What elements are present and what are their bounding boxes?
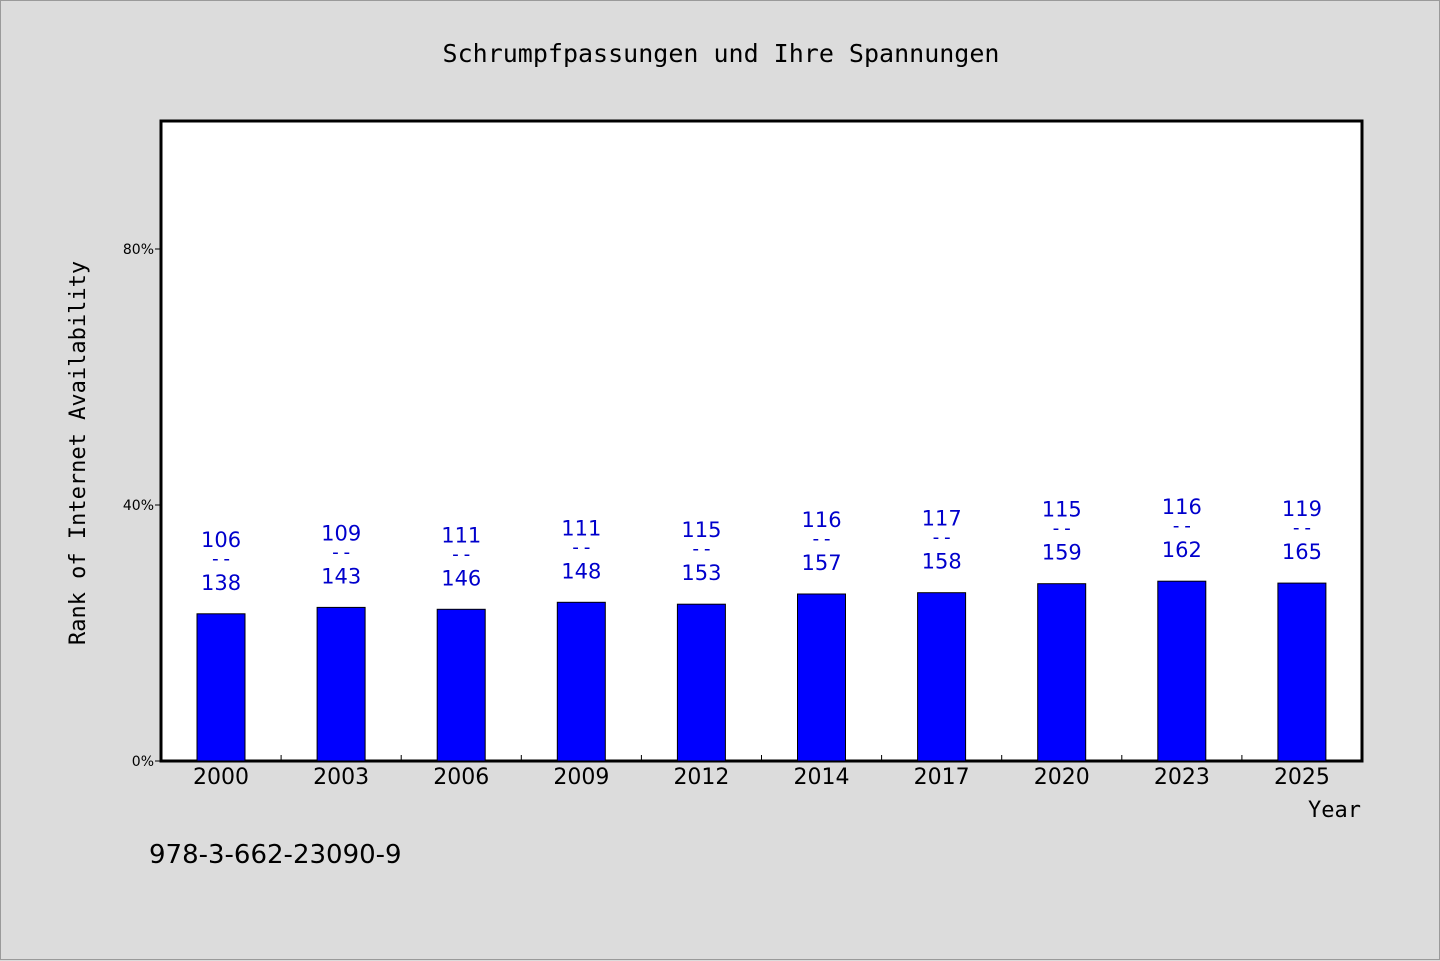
bar-labels-layer: 106--138109--143111--146111--148115--153… — [201, 495, 1322, 595]
x-axis-label: Year — [1308, 798, 1361, 823]
bar-label-bottom: 165 — [1282, 540, 1322, 564]
bar-2025 — [1277, 582, 1327, 762]
y-axis-label: Rank of Internet Availability — [66, 261, 91, 645]
bar-2014 — [797, 593, 846, 762]
bar-2012 — [676, 603, 726, 762]
bar-2000 — [196, 613, 246, 762]
bar-label-mid: -- — [210, 548, 233, 570]
footer-text: 978-3-662-23090-9 — [149, 840, 402, 870]
bar-label-bottom: 143 — [321, 564, 361, 588]
bar-label-top: 109 — [321, 521, 361, 545]
chart-title: Schrumpfpassungen und Ihre Spannungen — [443, 39, 1000, 68]
x-tick-label: 2020 — [1034, 765, 1090, 790]
y-axis-ticks: 0% 40% 80% — [123, 242, 161, 770]
x-tick-label: 2003 — [313, 765, 369, 790]
x-tick-label: 2009 — [553, 765, 609, 790]
bar-label-bottom: 146 — [441, 566, 481, 590]
bar-2017 — [917, 592, 967, 762]
bar-label-top: 116 — [1162, 495, 1202, 519]
bar-label-bottom: 148 — [561, 559, 601, 583]
bar-2020 — [1037, 583, 1087, 762]
bar-label-mid: -- — [570, 536, 593, 558]
y-tick-label: 80% — [123, 242, 154, 258]
bar-label-top: 116 — [802, 508, 842, 532]
x-axis-ticks: 2000 2003 2006 2009 2012 2014 2017 2020 2023 2025 — [193, 755, 1330, 790]
bar-label-bottom: 158 — [922, 550, 962, 574]
bar-label-top: 117 — [922, 507, 962, 531]
bars-layer — [196, 580, 1327, 762]
bar-label-top: 119 — [1282, 497, 1322, 521]
bar-2006 — [436, 608, 486, 762]
x-tick-label: 2025 — [1274, 765, 1330, 790]
bar-label-bottom: 157 — [802, 551, 842, 575]
bar-label-bottom: 138 — [201, 571, 241, 595]
bar-label-top: 106 — [201, 528, 241, 552]
bar-label-mid: -- — [450, 543, 473, 565]
bar-label-bottom: 159 — [1042, 541, 1082, 565]
bar-label-top: 111 — [561, 516, 601, 540]
y-tick-label: 0% — [132, 754, 154, 770]
x-tick-label: 2014 — [794, 765, 850, 790]
x-tick-label: 2012 — [673, 765, 729, 790]
x-tick-label: 2017 — [914, 765, 970, 790]
x-tick-label: 2023 — [1154, 765, 1210, 790]
x-tick-label: 2000 — [193, 765, 249, 790]
bar-label-mid: -- — [810, 528, 833, 550]
bar-label-mid: -- — [1050, 518, 1073, 540]
bar-label-top: 111 — [441, 523, 481, 547]
bar-2023 — [1157, 580, 1207, 762]
bar-label-bottom: 162 — [1162, 538, 1202, 562]
bar-label-mid: -- — [690, 538, 713, 560]
bar-label-top: 115 — [681, 518, 721, 542]
bar-label-top: 115 — [1042, 498, 1082, 522]
bar-label-mid: -- — [330, 541, 353, 563]
bar-2003 — [316, 606, 366, 762]
bar-2009 — [556, 601, 606, 762]
y-tick-label: 40% — [123, 498, 154, 514]
bar-label-mid: -- — [1170, 515, 1193, 537]
bar-label-mid: -- — [930, 527, 953, 549]
bar-label-mid: -- — [1291, 517, 1314, 539]
x-tick-label: 2006 — [433, 765, 489, 790]
bar-label-bottom: 153 — [681, 561, 721, 585]
